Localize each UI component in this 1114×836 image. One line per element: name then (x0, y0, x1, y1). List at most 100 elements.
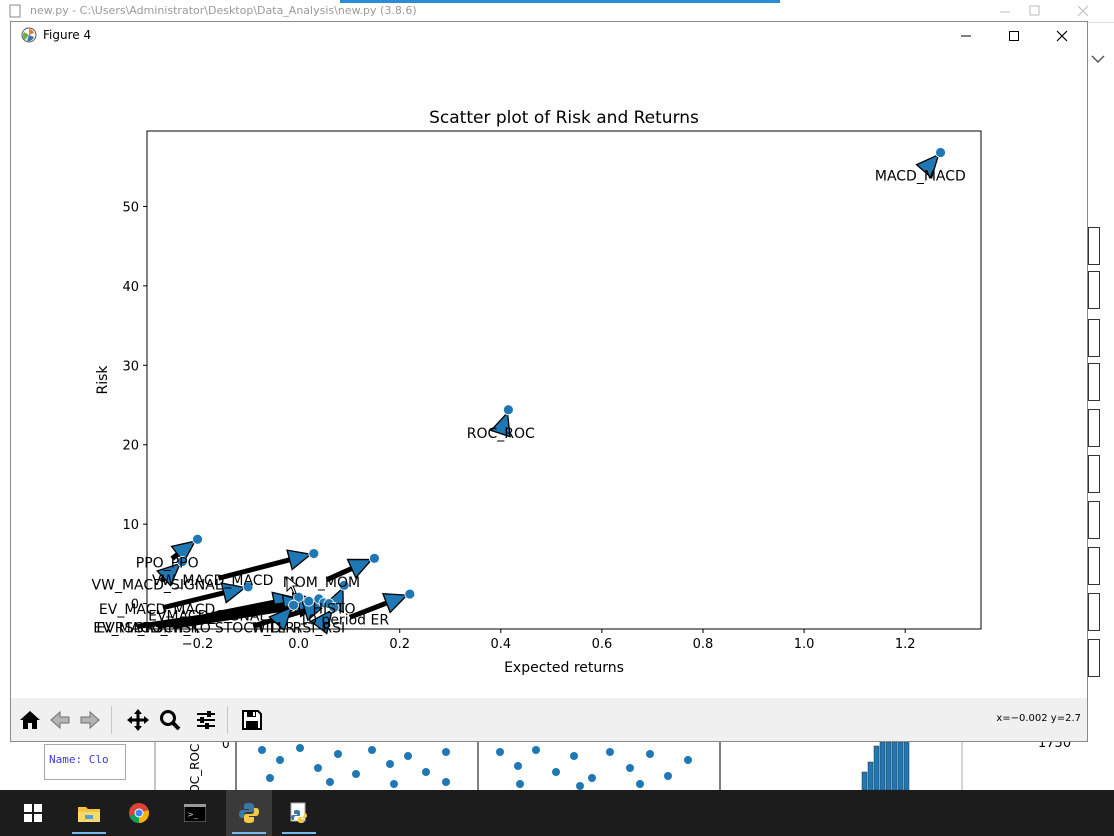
annotation-arrow-head (170, 540, 197, 564)
mouse-cursor-icon (286, 575, 300, 595)
scatter-point (328, 602, 340, 613)
background-widget (1088, 271, 1100, 309)
scatter-plot: Scatter plot of Risk and Returns MACD_MA… (92, 108, 982, 676)
label-layer: MACD_MACD ROC_ROC PPO_PPO VW_MACD_SIGNALVW_… (92, 168, 966, 636)
back-button[interactable] (47, 707, 73, 733)
terminal-icon: >_ (184, 804, 206, 822)
scatter-point (303, 595, 315, 607)
minimize-button[interactable] (943, 22, 989, 50)
background-axis-label-wrapper: ROC_ROC (180, 742, 210, 790)
figure-titlebar[interactable]: Figure 4 (11, 22, 1087, 50)
taskbar-active-indicator (282, 832, 316, 834)
annotation-arrow-head (915, 153, 940, 179)
background-widget (1088, 455, 1100, 493)
back-icon (50, 710, 70, 730)
figure-canvas[interactable]: Scatter plot of Risk and Returns MACD_MA… (11, 50, 1087, 698)
point-label: EVRSI_RSI (96, 620, 167, 636)
background-widget (1088, 593, 1100, 631)
x-axis-ticks: −0.2 0.0 0.2 0.4 0.6 0.8 1.0 1.2 (182, 629, 916, 652)
point-label: WILLR (252, 620, 296, 636)
chevron-down-icon (1090, 48, 1106, 72)
figure-window: Figure 4 Scatter plot of Risk and Return… (10, 21, 1088, 742)
annotation-arrow-shaft (172, 604, 300, 629)
taskbar-command-prompt[interactable]: >_ (172, 790, 218, 836)
python-file-icon (9, 4, 21, 18)
x-tick-label: 0.0 (288, 637, 309, 652)
scatter-point (502, 404, 514, 416)
scatter-point (935, 147, 946, 158)
y-tick-label: 10 (122, 518, 139, 533)
annotation-arrow-head (268, 606, 293, 632)
annotation-arrow-head (489, 411, 511, 438)
window-title: Figure 4 (43, 28, 92, 42)
scatter-point (308, 548, 320, 559)
windows-logo-icon (24, 804, 42, 822)
point-label: HISTO (312, 601, 355, 617)
point-label: STOCH_D (215, 620, 282, 636)
chart-title: Scatter plot of Risk and Returns (429, 108, 699, 128)
background-widget (1088, 227, 1100, 265)
close-icon (1056, 30, 1068, 42)
configure-subplots-button[interactable] (193, 707, 219, 733)
x-tick-label: 0.8 (693, 637, 714, 652)
annotation-arrow-head (156, 562, 182, 587)
point-label: MACD_MACD (875, 168, 966, 184)
point-label: STOCH_K (135, 620, 201, 636)
pan-icon (127, 709, 149, 731)
matplotlib-icon (21, 27, 37, 43)
point-label: EVMACD_SIGNAL (148, 608, 267, 624)
point-label: PPO_PPO (136, 555, 199, 571)
taskbar: >_ (0, 790, 1114, 836)
annotation-arrow-head (346, 558, 374, 579)
annotation-arrow-head (220, 582, 247, 604)
save-button[interactable] (239, 707, 265, 733)
point-label: EV_MACD_HISTO (93, 620, 211, 636)
windows-start-button[interactable] (16, 790, 50, 836)
y-axis-label: Risk (95, 365, 111, 395)
annotation-arrow-shaft (348, 600, 388, 620)
x-tick-label: 0.2 (389, 637, 410, 652)
annotation-arrow-head (286, 549, 313, 571)
y-tick-label: 30 (122, 359, 139, 374)
pan-button[interactable] (125, 707, 151, 733)
background-window-control-icons (1000, 5, 1089, 17)
background-console-output: Name: Clo (44, 744, 126, 780)
x-tick-label: 1.2 (895, 637, 916, 652)
taskbar-chrome[interactable] (116, 790, 162, 836)
background-widget (1088, 639, 1100, 677)
scatter-point (404, 588, 416, 600)
python-file-icon (290, 802, 307, 823)
annotation-arrow-shaft (137, 602, 285, 630)
taskbar-python-idle[interactable] (276, 790, 322, 836)
background-axis-label: ROC_ROC (188, 743, 202, 790)
background-widget (1088, 501, 1100, 539)
taskbar-file-explorer[interactable] (66, 790, 112, 836)
maximize-button[interactable] (991, 22, 1037, 50)
point-label: VW_MACD_MACD (152, 573, 273, 589)
background-widget (1088, 363, 1100, 401)
annotation-arrow-head (381, 593, 409, 614)
taskbar-python[interactable] (226, 790, 272, 836)
save-icon (242, 710, 262, 730)
scatter-point (293, 591, 305, 603)
folder-icon (78, 807, 100, 822)
background-plot-area: 0 ROC_ROC (0, 742, 1114, 790)
annotation-layer (137, 153, 940, 635)
toolbar-separator (111, 706, 112, 734)
annotation-arrow-shaft (170, 552, 180, 561)
scatter-point (176, 556, 188, 567)
home-button[interactable] (17, 707, 43, 733)
y-tick-label: 20 (122, 439, 139, 454)
maximize-icon (1009, 31, 1019, 41)
point-label: ROC_ROC (467, 426, 535, 442)
scatter-point (369, 552, 380, 564)
taskbar-active-indicator (72, 832, 106, 834)
cursor-coordinates: x=−0.002 y=2.7 (996, 713, 1081, 724)
zoom-button[interactable] (157, 707, 183, 733)
point-layer (176, 147, 946, 613)
y-tick-label: 40 (122, 280, 139, 295)
close-button[interactable] (1039, 22, 1085, 50)
navigation-toolbar: x=−0.002 y=2.7 (11, 698, 1087, 741)
background-left-strip (0, 22, 10, 790)
forward-button[interactable] (77, 707, 103, 733)
